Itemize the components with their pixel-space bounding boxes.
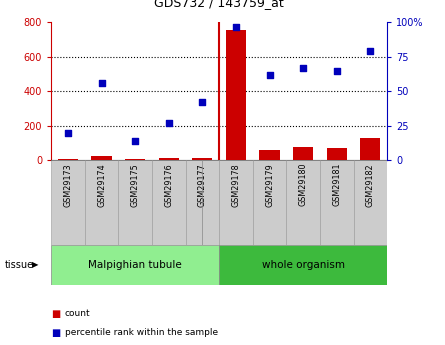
Text: ▶: ▶ [32, 260, 39, 269]
Bar [253, 160, 287, 245]
Text: GSM29180: GSM29180 [299, 163, 307, 206]
Point [98, 80, 105, 86]
Text: tissue: tissue [4, 260, 33, 270]
Bar [353, 160, 387, 245]
Text: Malpighian tubule: Malpighian tubule [88, 260, 182, 270]
Point [165, 120, 172, 126]
Text: GSM29175: GSM29175 [131, 163, 140, 207]
Bar [192, 158, 212, 160]
Bar [293, 147, 313, 160]
Text: GSM29173: GSM29173 [64, 163, 73, 207]
Bar [219, 245, 387, 285]
Point [132, 138, 139, 144]
Point [199, 100, 206, 105]
Bar [226, 30, 246, 160]
Bar [186, 160, 219, 245]
Point [367, 49, 374, 54]
Bar [85, 160, 118, 245]
Bar [287, 160, 320, 245]
Text: GSM29174: GSM29174 [97, 163, 106, 207]
Text: GDS732 / 143759_at: GDS732 / 143759_at [154, 0, 284, 9]
Bar [152, 160, 186, 245]
Text: GSM29177: GSM29177 [198, 163, 207, 207]
Bar [259, 150, 279, 160]
Point [65, 130, 72, 136]
Text: count: count [65, 309, 90, 318]
Text: GSM29179: GSM29179 [265, 163, 274, 207]
Point [333, 68, 340, 73]
Bar [51, 160, 85, 245]
Text: GSM29178: GSM29178 [231, 163, 240, 207]
Bar [320, 160, 354, 245]
Bar [51, 245, 219, 285]
Text: GSM29182: GSM29182 [366, 163, 375, 207]
Bar [360, 138, 380, 160]
Point [266, 72, 273, 78]
Text: GSM29176: GSM29176 [164, 163, 173, 207]
Text: ■: ■ [51, 328, 61, 338]
Bar [92, 156, 112, 160]
Text: whole organism: whole organism [262, 260, 345, 270]
Bar [219, 160, 253, 245]
Text: percentile rank within the sample: percentile rank within the sample [65, 328, 218, 337]
Bar [125, 159, 145, 160]
Point [232, 24, 239, 29]
Text: ■: ■ [51, 309, 61, 319]
Point [299, 65, 307, 71]
Bar [159, 158, 179, 160]
Bar [58, 159, 78, 160]
Bar [118, 160, 152, 245]
Text: GSM29181: GSM29181 [332, 163, 341, 206]
Bar [327, 148, 347, 160]
